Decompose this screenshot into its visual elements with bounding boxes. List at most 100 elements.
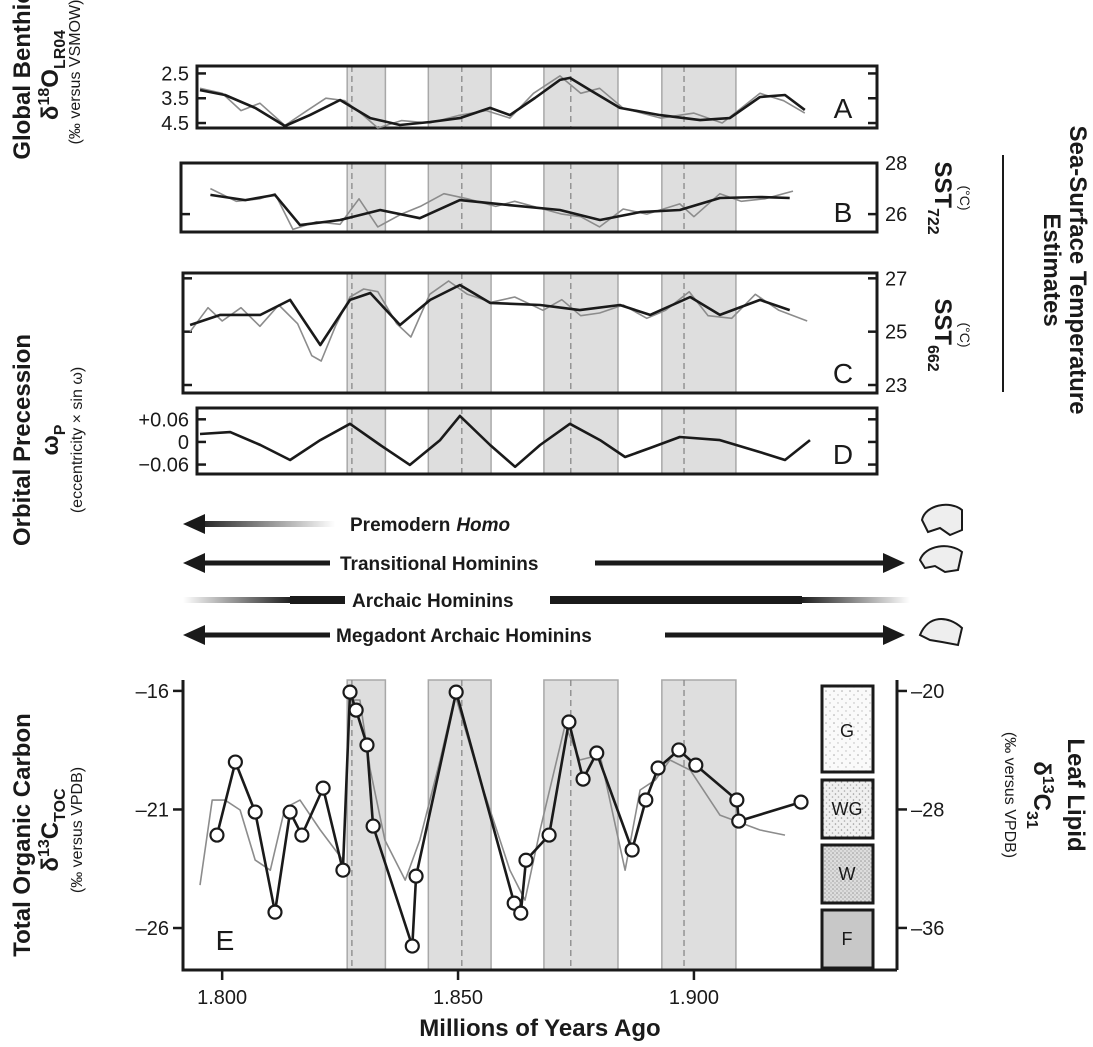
- axis-symbol: SST722: [924, 161, 956, 234]
- axis-title: Orbital Precession: [9, 334, 36, 546]
- y-tick-label: –21: [136, 799, 169, 821]
- subscript: 31: [1023, 811, 1040, 829]
- symbol-base: ω: [37, 435, 64, 455]
- hominin-ranges: Premodern Homo Transitional Hominins Arch…: [183, 503, 964, 647]
- data-point: [282, 804, 298, 820]
- range-bar: [183, 597, 293, 603]
- symbol-base: SST: [929, 298, 956, 345]
- range-bar: [800, 597, 910, 603]
- axis-symbol: SST662: [924, 298, 956, 371]
- panel-frame: [181, 271, 879, 395]
- symbol-base: O: [37, 69, 64, 88]
- panel-label: C: [833, 358, 853, 389]
- y-tick-label: 27: [885, 268, 907, 290]
- hominin-label: Archaic Hominins: [352, 591, 514, 612]
- data-point: [227, 754, 243, 770]
- axis-unit: (°C): [957, 322, 973, 347]
- panel-frame: [179, 161, 879, 234]
- legend-label: F: [842, 929, 853, 949]
- range-bar: [290, 596, 345, 604]
- data-point: [541, 827, 557, 843]
- panel-label: A: [834, 93, 853, 124]
- range-bar: [195, 521, 335, 527]
- axis-symbol: δ13C31: [1023, 761, 1056, 829]
- hominin-label: Premodern Homo: [350, 515, 510, 536]
- data-point: [315, 780, 331, 796]
- data-point: [359, 737, 375, 753]
- y-tick-label: –26: [136, 918, 169, 940]
- legend-label: WG: [832, 799, 863, 819]
- y-tick-label: 3.5: [161, 88, 189, 110]
- y-tick-label: 2.5: [161, 63, 189, 85]
- y-tick-label: +0.06: [138, 409, 189, 431]
- data-point: [650, 760, 666, 776]
- superscript: 13: [36, 839, 53, 857]
- precession-band: [543, 162, 619, 233]
- y-tick-label: 26: [885, 204, 907, 226]
- arrow-head: [183, 625, 205, 645]
- precession-band: [346, 272, 387, 394]
- skull-icon: [918, 618, 964, 647]
- subscript: P: [52, 424, 69, 435]
- data-line: [189, 280, 808, 362]
- precession-band: [661, 679, 737, 971]
- data-point: [575, 771, 591, 787]
- data-point: [342, 684, 358, 700]
- y-tick-label: 4.5: [161, 113, 189, 135]
- arrow-head: [183, 514, 205, 534]
- data-point: [247, 804, 263, 820]
- hominin-label: Transitional Hominins: [340, 554, 538, 575]
- arrow-head: [883, 553, 905, 573]
- precession-band: [543, 65, 619, 129]
- legend-box: [820, 684, 875, 774]
- data-point: [513, 905, 529, 921]
- legend-box: [820, 908, 875, 970]
- skull-icon: [918, 545, 964, 574]
- axis-unit: (°C): [957, 185, 973, 210]
- x-tick-label: 1.850: [433, 987, 483, 1009]
- axis-symbol: ωP: [37, 424, 69, 455]
- axis-title: Sea-Surface Temperature: [1064, 125, 1091, 414]
- data-line: [199, 76, 806, 128]
- axis-title: Estimates: [1038, 213, 1065, 326]
- symbol: δ: [1028, 761, 1055, 776]
- data-point: [448, 684, 464, 700]
- y-tick-label: 23: [885, 375, 907, 397]
- symbol-base: C: [37, 822, 64, 839]
- axis-symbol: δ13CTOC: [36, 788, 69, 872]
- symbol: δ: [37, 106, 64, 121]
- subscript: LR04: [52, 30, 69, 69]
- precession-band: [543, 679, 619, 971]
- data-point: [267, 904, 283, 920]
- superscript: 18: [36, 88, 53, 106]
- axis-unit: (‰ versus VSMOW): [67, 0, 84, 144]
- y2-tick-label: –28: [911, 799, 944, 821]
- y2-tick-label: –20: [911, 681, 944, 703]
- axis-unit: (‰ versus VPDB): [69, 767, 86, 893]
- data-line: [199, 414, 811, 469]
- precession-band: [346, 162, 387, 233]
- symbol-base: SST: [929, 161, 956, 208]
- legend-box: [820, 843, 875, 905]
- symbol: δ: [37, 857, 64, 872]
- data-point: [408, 868, 424, 884]
- data-point: [589, 745, 605, 761]
- data-point: [729, 792, 745, 808]
- axis-unit: (‰ versus VPDB): [1001, 732, 1018, 858]
- legend-label: G: [840, 721, 854, 741]
- hominin-label: Megadont Archaic Hominins: [336, 626, 592, 647]
- label: Premodern: [350, 515, 450, 536]
- arrow-head: [883, 625, 905, 645]
- panel-label: D: [833, 439, 853, 470]
- precession-band: [427, 272, 492, 394]
- data-point: [348, 702, 364, 718]
- data-line: [210, 193, 790, 227]
- subscript: 662: [924, 345, 941, 372]
- arrow-head: [183, 553, 205, 573]
- y-tick-label: 25: [885, 322, 907, 344]
- data-point: [561, 714, 577, 730]
- vegetation-legend: G WG W F: [820, 684, 875, 970]
- y-tick-label: 0: [178, 432, 189, 454]
- data-point: [404, 938, 420, 954]
